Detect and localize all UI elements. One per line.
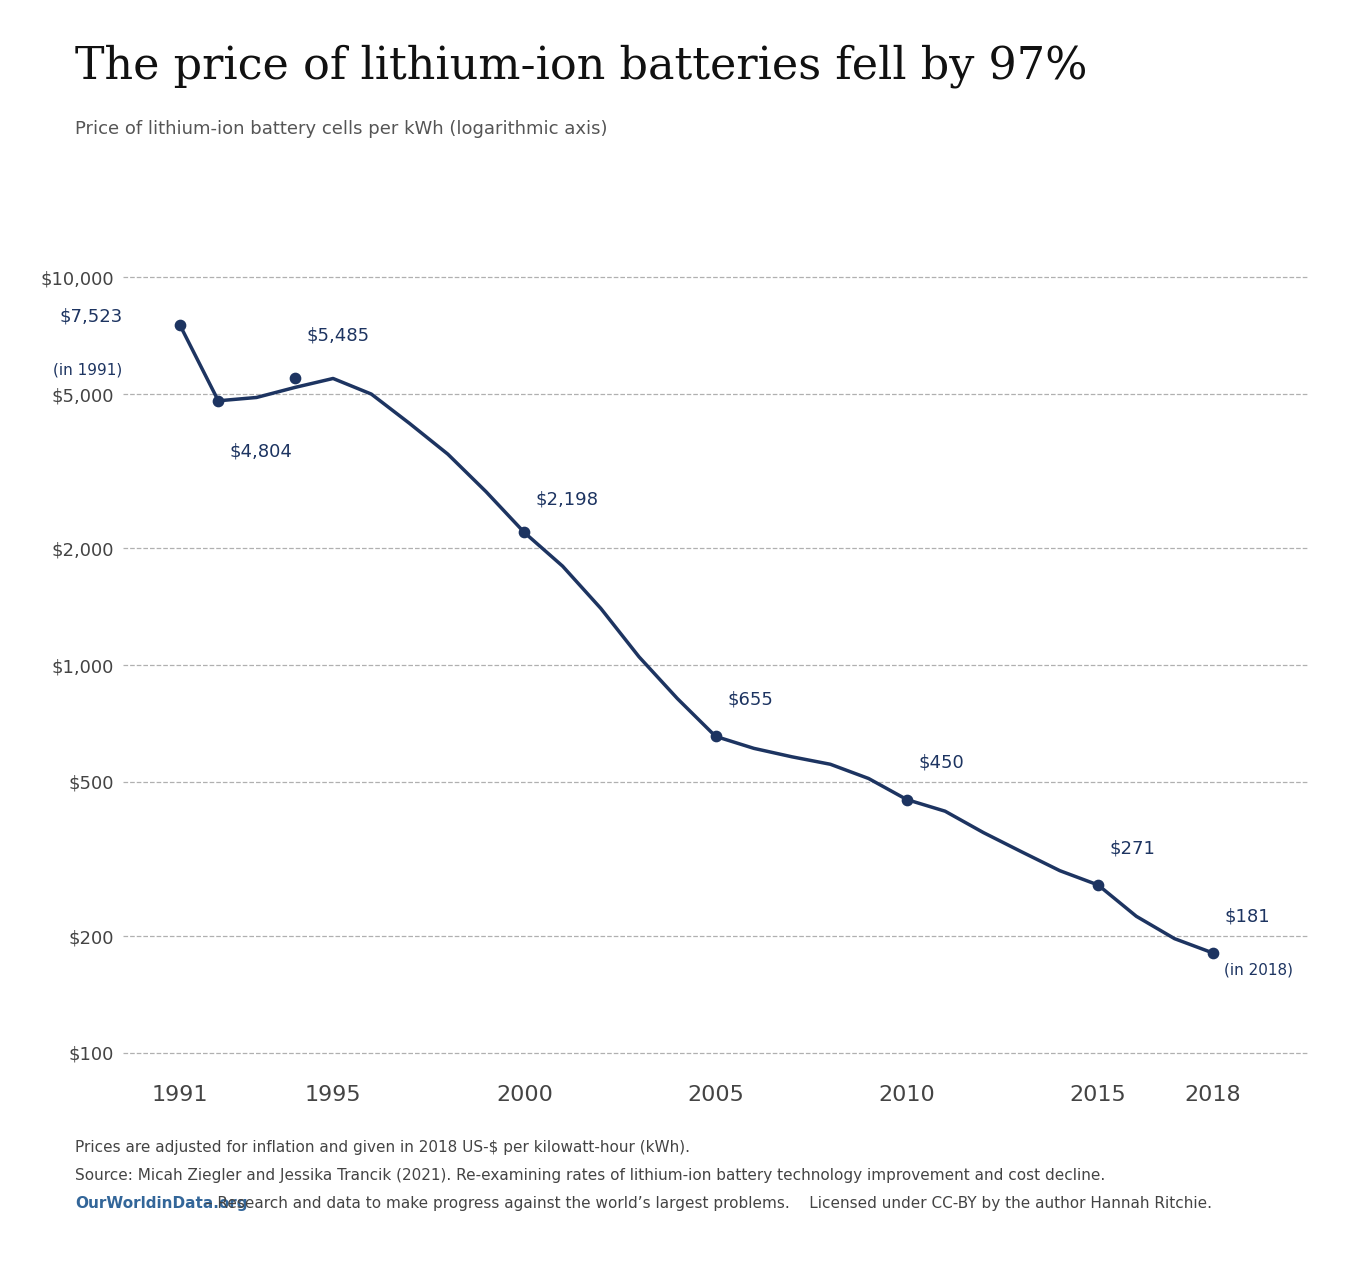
Text: – Research and data to make progress against the world’s largest problems.    Li: – Research and data to make progress aga…: [200, 1196, 1212, 1211]
Text: in Data: in Data: [1212, 91, 1291, 110]
Text: Our World: Our World: [1195, 47, 1307, 66]
Text: $5,485: $5,485: [307, 327, 369, 345]
Text: (in 2018): (in 2018): [1224, 963, 1293, 978]
Point: [514, 522, 536, 542]
Point: [1088, 874, 1109, 895]
Point: [1202, 943, 1224, 963]
Text: $271: $271: [1109, 839, 1156, 856]
Text: Prices are adjusted for inflation and given in 2018 US-$ per kilowatt-hour (kWh): Prices are adjusted for inflation and gi…: [75, 1140, 690, 1156]
Text: The price of lithium-ion batteries fell by 97%: The price of lithium-ion batteries fell …: [75, 44, 1088, 87]
Text: OurWorldinData.org: OurWorldinData.org: [75, 1196, 248, 1211]
Text: $181: $181: [1224, 907, 1270, 925]
Text: $2,198: $2,198: [536, 490, 598, 509]
Text: $4,804: $4,804: [230, 442, 293, 461]
Text: Source: Micah Ziegler and Jessika Trancik (2021). Re-examining rates of lithium-: Source: Micah Ziegler and Jessika Tranci…: [75, 1168, 1105, 1183]
Text: Price of lithium-ion battery cells per kWh (logarithmic axis): Price of lithium-ion battery cells per k…: [75, 120, 608, 138]
Text: (in 1991): (in 1991): [53, 362, 123, 378]
Point: [284, 369, 305, 389]
Point: [169, 315, 191, 336]
Point: [895, 789, 917, 810]
Point: [705, 726, 726, 746]
Text: $655: $655: [726, 691, 773, 708]
Text: $7,523: $7,523: [60, 308, 123, 326]
Point: [207, 390, 229, 411]
Text: $450: $450: [919, 754, 964, 772]
